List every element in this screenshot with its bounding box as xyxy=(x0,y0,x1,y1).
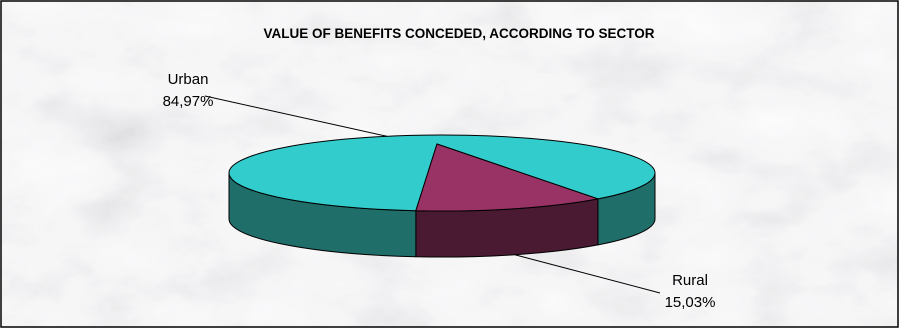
rural-value-label: 15,03% xyxy=(665,294,716,311)
rural-category-label: Rural xyxy=(672,272,708,289)
urban-value-label: 84,97% xyxy=(163,93,214,110)
urban-category-label: Urban xyxy=(168,71,209,88)
chart-title: VALUE OF BENEFITS CONCEDED, ACCORDING TO… xyxy=(263,26,654,41)
